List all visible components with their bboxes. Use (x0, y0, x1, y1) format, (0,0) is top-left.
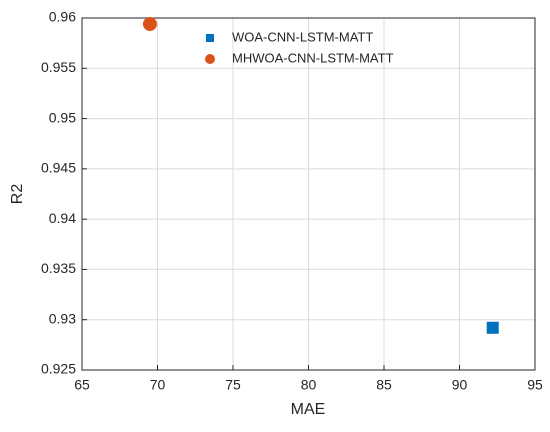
x-tick-label: 80 (301, 377, 317, 393)
plot-frame (81, 17, 536, 371)
x-tick-label: 85 (376, 377, 392, 393)
y-axis-label: R2 (9, 184, 26, 205)
y-tick-label: 0.96 (49, 9, 76, 25)
x-tick-label: 95 (527, 377, 543, 393)
y-tick-label: 0.935 (41, 260, 76, 276)
x-tick-label: 70 (150, 377, 166, 393)
y-tick-label: 0.93 (49, 310, 76, 326)
y-tick-label: 0.95 (49, 109, 76, 125)
legend-label: WOA-CNN-LSTM-MATT (232, 29, 373, 44)
point (142, 17, 157, 32)
y-tick-label: 0.955 (41, 59, 76, 75)
x-tick-label: 65 (74, 377, 90, 393)
legend-marker (206, 34, 214, 42)
legend-marker (205, 54, 215, 64)
y-tick-label: 0.925 (41, 361, 76, 377)
legend-label: MHWOA-CNN-LSTM-MATT (232, 50, 394, 65)
x-tick-label: 90 (452, 377, 468, 393)
y-tick-label: 0.94 (49, 210, 76, 226)
x-axis-label: MAE (291, 401, 326, 418)
y-tick-label: 0.945 (41, 160, 76, 176)
point (486, 321, 499, 334)
x-tick-label: 75 (225, 377, 241, 393)
